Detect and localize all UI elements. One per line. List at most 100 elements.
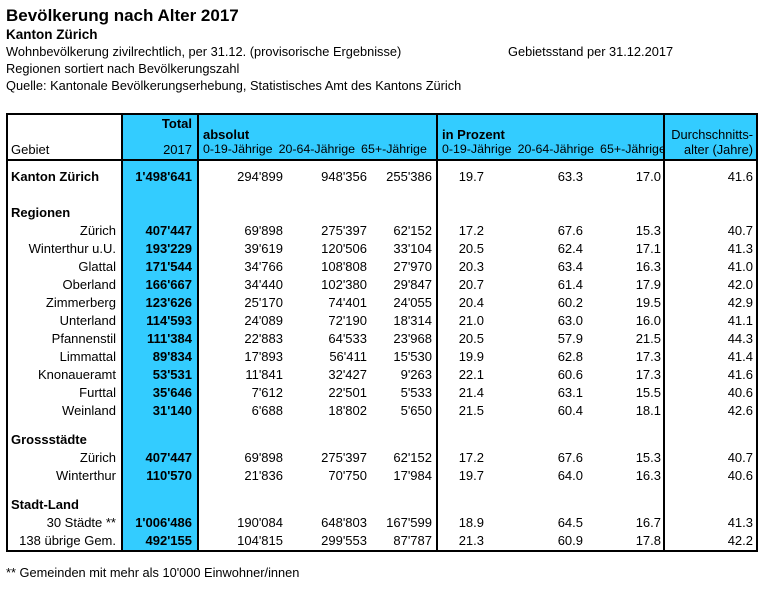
cell-abs-20-64: 18'802 [328, 403, 367, 418]
cell-avg-age: 42.2 [663, 532, 756, 550]
cell-avg-age: 41.6 [663, 366, 756, 384]
cell-total-2017: 110'570 [121, 467, 199, 485]
section-row: Stadt-Land [8, 496, 756, 514]
cell-pct-65plus [585, 193, 663, 204]
cell-abs-20-64: 74'401 [328, 295, 367, 310]
cell-avg-age: 41.3 [663, 240, 756, 258]
cell-avg-age: 42.6 [663, 402, 756, 420]
cell-abs-0-19 [199, 193, 287, 204]
cell-pct-20-64: 63.0 [557, 313, 583, 328]
cell-abs-20-64 [287, 496, 371, 514]
meta-gebietsstand: Gebietsstand per 31.12.2017 [508, 44, 674, 59]
header-cell-absolut: absolut 0-19-Jährige 20-64-Jährige 65+-J… [199, 115, 436, 159]
table-header-row: Gebiet Total 2017 absolut 0-19-Jährige 2… [8, 115, 756, 161]
table-row: Pfannenstil 111'384 22'883 64'533 23'968 20.5… [8, 330, 756, 348]
cell-abs-20-64 [287, 193, 371, 204]
cell-abs-20-64: 70'750 [328, 468, 367, 483]
cell-pct-0-19: 20.7 [436, 276, 486, 294]
cell-abs-65plus: 62'152 [393, 223, 432, 238]
cell-pct-20-64 [486, 431, 585, 449]
cell-gebiet [8, 193, 121, 204]
age-group-65plus-label: 65+-Jährige [361, 142, 427, 156]
cell-total-2017 [121, 431, 199, 449]
cell-abs-0-19: 294'899 [237, 169, 283, 184]
header-cell-total: Total 2017 [121, 115, 199, 159]
cell-abs-20-64 [287, 485, 371, 496]
cell-pct-0-19: 22.1 [436, 366, 486, 384]
cell-pct-20-64: 60.2 [557, 295, 583, 310]
cell-avg-age: 41.0 [663, 258, 756, 276]
table-row: Zimmerberg 123'626 25'170 74'401 24'055 20.4 6… [8, 294, 756, 312]
cell-abs-0-19: 39'619 [244, 241, 283, 256]
cell-total-2017 [121, 204, 199, 222]
cell-abs-0-19: 24'089 [244, 313, 283, 328]
avg-age-label-line2: alter (Jahre) [684, 142, 753, 157]
cell-pct-0-19: 20.5 [436, 240, 486, 258]
meta-line-1: Wohnbevölkerung zivilrechtlich, per 31.1… [6, 43, 762, 60]
table-row: Limmattal 89'834 17'893 56'411 15'530 19.9 62.… [8, 348, 756, 366]
cell-avg-age: 41.6 [663, 161, 756, 193]
cell-total-2017: 407'447 [121, 449, 199, 467]
cell-abs-0-19 [199, 431, 287, 449]
table-row: Winterthur 110'570 21'836 70'750 17'984 19.7 6… [8, 467, 756, 485]
table-row: Unterland 114'593 24'089 72'190 18'314 21.0 63… [8, 312, 756, 330]
cell-pct-20-64: 62.8 [557, 349, 583, 364]
cell-pct-65plus: 16.3 [635, 468, 661, 483]
cell-pct-20-64 [486, 485, 585, 496]
cell-pct-65plus: 16.7 [635, 515, 661, 530]
blank-row [8, 193, 756, 204]
cell-total-2017: 111'384 [121, 330, 199, 348]
cell-pct-0-19: 20.3 [436, 258, 486, 276]
page-subtitle: Kanton Zürich [6, 27, 98, 42]
cell-pct-20-64: 63.3 [557, 169, 583, 184]
cell-gebiet: Winterthur u.U. [28, 241, 116, 256]
cell-avg-age: 41.1 [663, 312, 756, 330]
cell-abs-20-64: 120'506 [321, 241, 367, 256]
cell-avg-age: 42.9 [663, 294, 756, 312]
cell-pct-0-19: 20.4 [436, 294, 486, 312]
table-row: Kanton Zürich 1'498'641 294'899 948'356 255'… [8, 161, 756, 193]
cell-avg-age [663, 420, 756, 431]
cell-pct-0-19 [436, 485, 486, 496]
cell-pct-20-64: 67.6 [557, 450, 583, 465]
population-table: Gebiet Total 2017 absolut 0-19-Jährige 2… [6, 113, 758, 552]
cell-pct-20-64: 67.6 [557, 223, 583, 238]
cell-abs-65plus: 23'968 [393, 331, 432, 346]
cell-total-2017: 407'447 [121, 222, 199, 240]
cell-pct-65plus: 15.5 [635, 385, 661, 400]
cell-pct-65plus: 15.3 [635, 223, 661, 238]
cell-abs-65plus: 33'104 [393, 241, 432, 256]
cell-abs-65plus: 5'533 [400, 385, 432, 400]
cell-pct-0-19 [436, 496, 486, 514]
cell-pct-0-19: 20.5 [436, 330, 486, 348]
cell-pct-65plus: 19.5 [635, 295, 661, 310]
cell-pct-0-19: 17.2 [436, 222, 486, 240]
cell-abs-20-64: 275'397 [321, 450, 367, 465]
cell-avg-age: 40.7 [663, 222, 756, 240]
cell-gebiet: Grossstädte [11, 432, 87, 447]
cell-abs-20-64: 56'411 [329, 349, 367, 364]
cell-abs-0-19 [199, 496, 287, 514]
cell-total-2017: 114'593 [121, 312, 199, 330]
cell-abs-0-19: 11'841 [245, 367, 283, 382]
cell-pct-65plus: 16.0 [635, 313, 661, 328]
cell-pct-65plus: 21.5 [635, 331, 661, 346]
table-body: Kanton Zürich 1'498'641 294'899 948'356 255'… [8, 161, 756, 550]
cell-abs-0-19: 34'440 [244, 277, 283, 292]
cell-gebiet: Zimmerberg [45, 295, 116, 310]
cell-avg-age [663, 431, 756, 449]
cell-abs-20-64: 648'803 [321, 515, 367, 530]
table-row: Zürich 407'447 69'898 275'397 62'152 17.2 67.6… [8, 449, 756, 467]
header-cell-prozent: in Prozent 0-19-Jährige 20-64-Jährige 65… [436, 115, 666, 159]
cell-abs-65plus: 18'314 [393, 313, 432, 328]
cell-pct-65plus: 17.3 [635, 349, 661, 364]
table-row: Furttal 35'646 7'612 22'501 5'533 21.4 63.1 15.… [8, 384, 756, 402]
table-row: 30 Städte ** 1'006'486 190'084 648'803 167'5… [8, 514, 756, 532]
section-row: Regionen [8, 204, 756, 222]
section-row: Grossstädte [8, 431, 756, 449]
cell-abs-65plus: 5'650 [400, 403, 432, 418]
cell-total-2017 [121, 420, 199, 431]
cell-abs-65plus [371, 496, 436, 514]
cell-pct-65plus: 17.9 [635, 277, 661, 292]
cell-pct-20-64: 62.4 [557, 241, 583, 256]
